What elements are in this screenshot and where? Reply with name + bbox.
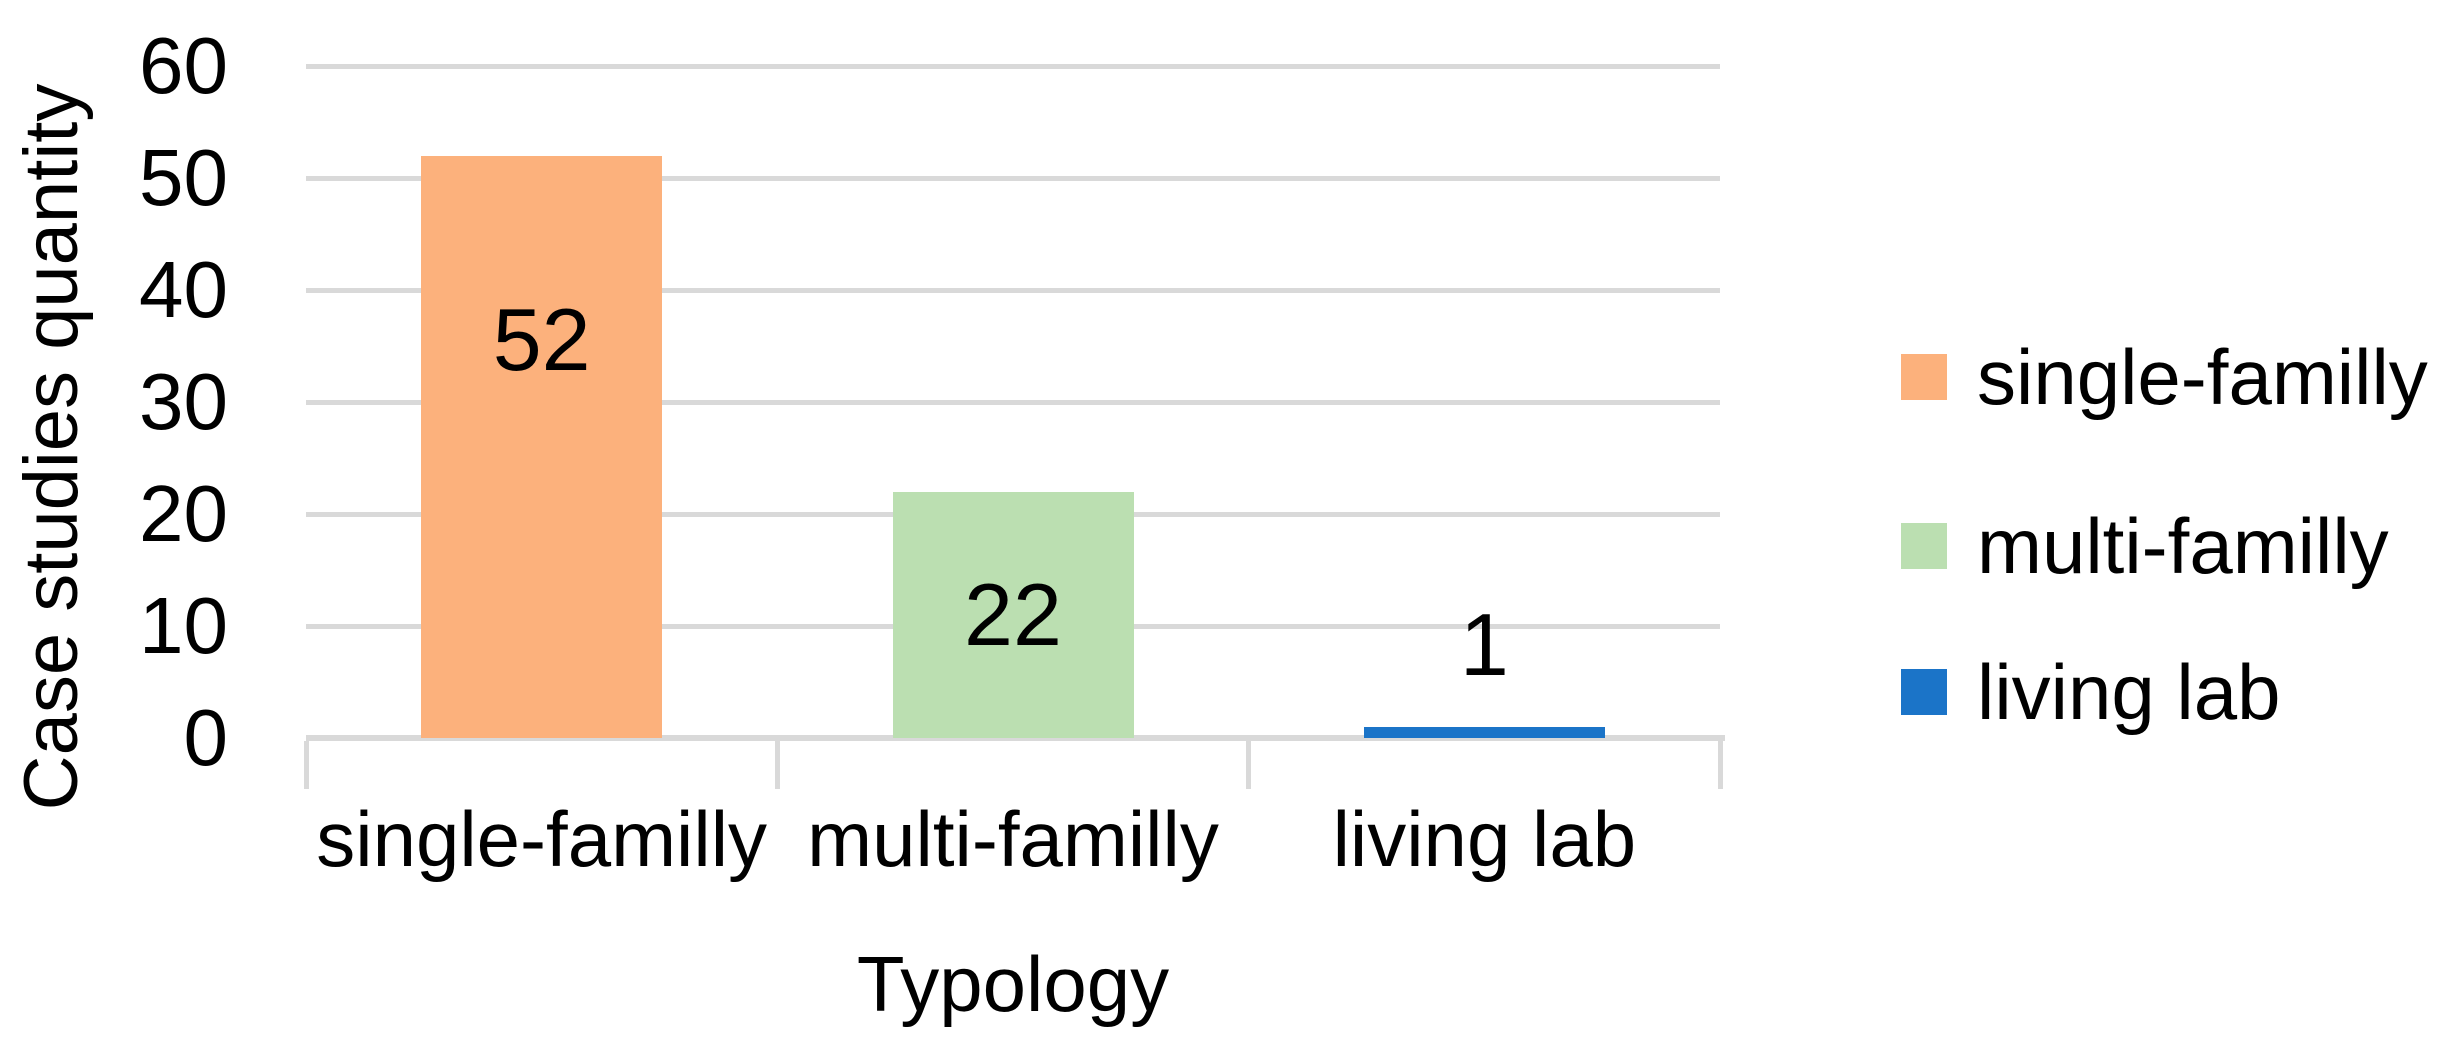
x-tick-label-single-familly: single-familly bbox=[316, 795, 768, 883]
x-axis-tickmark bbox=[303, 741, 309, 789]
bar-single-familly bbox=[421, 155, 663, 738]
gridline-40 bbox=[306, 287, 1720, 293]
legend-entry-living-lab: living lab bbox=[1901, 653, 2281, 731]
bar-living-lab bbox=[1363, 726, 1605, 738]
y-tick-label-60: 60 bbox=[139, 21, 228, 110]
legend-label-living-lab: living lab bbox=[1977, 648, 2281, 736]
legend-swatch-single-familly bbox=[1901, 354, 1947, 400]
bar-multi-familly bbox=[892, 491, 1134, 738]
y-tick-label-20: 20 bbox=[139, 469, 228, 558]
x-axis-tickmark bbox=[1246, 741, 1252, 789]
x-axis-tickmark bbox=[1717, 741, 1723, 789]
legend-label-multi-familly: multi-familly bbox=[1977, 502, 2389, 590]
gridline-30 bbox=[306, 399, 1720, 405]
x-tick-label-living-lab: living lab bbox=[1332, 795, 1637, 883]
legend-swatch-multi-familly bbox=[1901, 523, 1947, 569]
y-tick-label-0: 0 bbox=[183, 693, 229, 782]
y-tick-label-10: 10 bbox=[139, 581, 228, 670]
x-axis-line bbox=[306, 735, 1725, 741]
gridline-50 bbox=[306, 175, 1720, 181]
legend-label-single-familly: single-familly bbox=[1977, 333, 2428, 421]
legend-entry-multi-familly: multi-familly bbox=[1901, 507, 2389, 585]
gridline-60 bbox=[306, 63, 1720, 69]
y-tick-label-50: 50 bbox=[139, 133, 228, 222]
data-label-living-lab: 1 bbox=[1459, 595, 1509, 694]
y-tick-label-40: 40 bbox=[139, 245, 228, 334]
data-label-multi-familly: 22 bbox=[964, 565, 1062, 664]
legend-entry-single-familly: single-familly bbox=[1901, 338, 2428, 416]
x-tick-label-multi-familly: multi-familly bbox=[807, 795, 1219, 883]
data-label-single-familly: 52 bbox=[492, 290, 591, 389]
x-axis-tickmark bbox=[774, 741, 780, 789]
legend-swatch-living-lab bbox=[1901, 669, 1947, 715]
y-tick-label-30: 30 bbox=[139, 357, 228, 446]
x-axis-title: Typology bbox=[856, 940, 1170, 1028]
